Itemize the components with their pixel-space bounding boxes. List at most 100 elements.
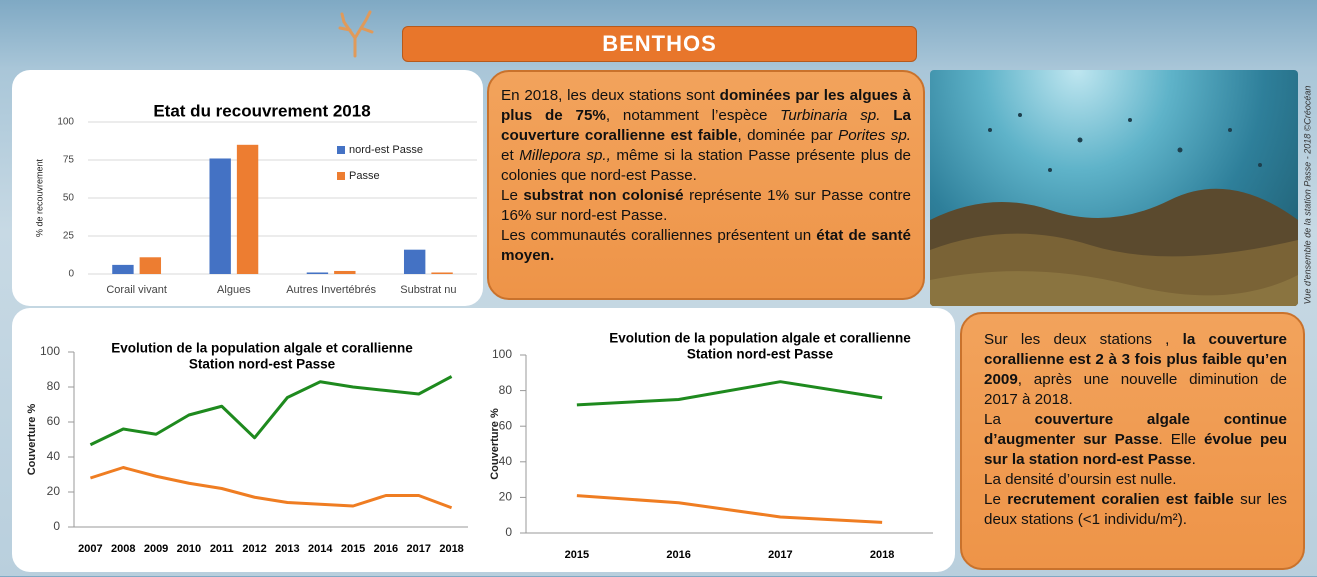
paragraph: Le substrat non colonisé représente 1% s… [501,186,911,226]
text-run: substrat non colonisé [523,187,684,204]
y-axis-label: % de recouvrement [34,158,44,237]
y-tick-label: 0 [68,269,74,280]
line [89,466,453,510]
text-run: Les communautés coralliennes présentent … [501,227,817,244]
bar [403,249,426,274]
chart-title: Station nord-est Passe [189,357,336,372]
x-tick-label: 2016 [374,543,398,555]
y-axis-label: Couverture % [489,408,501,480]
text-run: En 2018, les deux stations sont [501,87,720,104]
y-tick-label: 100 [40,344,60,358]
text-run: Turbinaria sp. [780,107,881,124]
line [576,380,883,407]
coral-icon [338,10,374,58]
text-run: Le [984,491,1008,508]
y-tick-label: 25 [63,231,75,242]
text-panel-right: Sur les deux stations , la couverture co… [960,312,1305,570]
y-tick-label: 60 [499,418,513,432]
y-tick-label: 40 [499,454,513,468]
x-tick-label: 2016 [666,549,690,561]
text-run: La couverture corallienne est faible [501,107,911,144]
text-run: , après une nouvelle diminution de 2017 … [984,371,1287,408]
x-tick-label: 2018 [439,543,463,555]
text-run: recrutement coralien est faible [1007,491,1234,508]
x-tick-label: 2017 [407,543,431,555]
line [89,375,453,447]
text-run: La densité d’oursin est nulle. [984,471,1177,488]
photo-credit: Vue d'ensemble de la station Passe - 201… [1302,86,1312,305]
paragraph: Les communautés coralliennes présentent … [501,226,911,266]
legend-label: nord-est Passe [349,144,423,156]
y-tick-label: 0 [53,519,60,533]
photo-credit-box: Vue d'ensemble de la station Passe - 201… [1302,86,1312,305]
legend-label: Passe [349,170,380,182]
x-tick-label: 2009 [144,543,168,555]
x-tick-label: 2013 [275,543,299,555]
paragraph: Le recrutement coralien est faible sur l… [984,490,1287,530]
chart-title: Evolution de la population algale et cor… [609,331,911,346]
x-tick-label: Autres Invertébrés [286,284,376,296]
bar [431,272,453,274]
text-run: même si la station Passe présente plus d… [501,147,911,184]
chart-title: Etat du recouvrement 2018 [153,101,370,120]
text-run: représente 1% sur Passe contre 16% sur n… [501,187,911,224]
y-tick-label: 80 [47,379,61,393]
bar-panel: Etat du recouvrement 2018 % de recouvreme… [12,70,483,306]
bar [306,272,329,274]
legend-swatch [337,172,345,180]
chart-title: Station nord-est Passe [687,347,834,362]
y-tick-label: 60 [47,414,61,428]
y-tick-label: 40 [47,449,61,463]
photo [930,70,1298,306]
bar [112,264,134,274]
y-tick-label: 100 [492,347,512,361]
x-tick-label: Substrat nu [400,284,456,296]
y-tick-label: 100 [57,117,74,128]
bar [334,270,356,274]
text-run: Porites sp. [838,127,911,144]
bar-chart: Etat du recouvrement 2018 % de recouvreme… [34,101,477,296]
header: BENTHOS [402,26,917,62]
text-run: , notamment l’espèce [605,107,781,124]
x-tick-label: Corail vivant [106,284,167,296]
reef-illustration [930,113,1298,306]
line [576,494,883,524]
x-tick-label: 2015 [565,549,589,561]
text-run: sur les deux stations (<1 individu/m²). [984,491,1287,528]
x-tick-label: 2011 [210,543,234,555]
bar [236,144,259,274]
x-tick-label: 2017 [768,549,792,561]
x-tick-label: 2012 [242,543,266,555]
text-run: . Elle [1158,431,1204,448]
bar [209,158,231,274]
x-tick-label: 2015 [341,543,365,555]
text-run: Le [501,187,524,204]
paragraph: En 2018, les deux stations sont dominées… [501,86,911,186]
paragraph: Sur les deux stations , la couverture co… [984,330,1287,410]
x-tick-label: 2010 [177,543,201,555]
text-run: Sur les deux stations , [984,331,1183,348]
x-tick-label: 2018 [870,549,894,561]
text-run: la couverture corallienne est 2 à 3 fois… [984,331,1288,388]
text-run: . [1191,451,1196,468]
text-run: couverture algale continue d’augmenter s… [984,411,1287,448]
text-run: et [501,147,520,164]
text-panel: En 2018, les deux stations sont dominées… [487,70,925,300]
x-tick-label: 2014 [308,543,333,555]
y-axis-label: Couverture % [26,404,38,476]
legend-swatch [337,146,345,154]
text-run: La [984,411,1035,428]
y-tick-label: 20 [47,484,61,498]
paragraph: La densité d’oursin est nulle. [984,470,1287,490]
chart-title: Evolution de la population algale et cor… [111,341,413,356]
y-tick-label: 20 [499,490,513,504]
bar [139,257,162,274]
text-run: dominées par les algues à plus de 75% [501,87,911,124]
text-run [880,107,893,124]
y-tick-label: 50 [63,193,75,204]
y-tick-label: 75 [63,155,75,166]
text-run: évolue peu sur la station nord-est Passe [984,431,1287,468]
y-tick-label: 0 [505,525,512,539]
x-tick-label: 2007 [78,543,102,555]
